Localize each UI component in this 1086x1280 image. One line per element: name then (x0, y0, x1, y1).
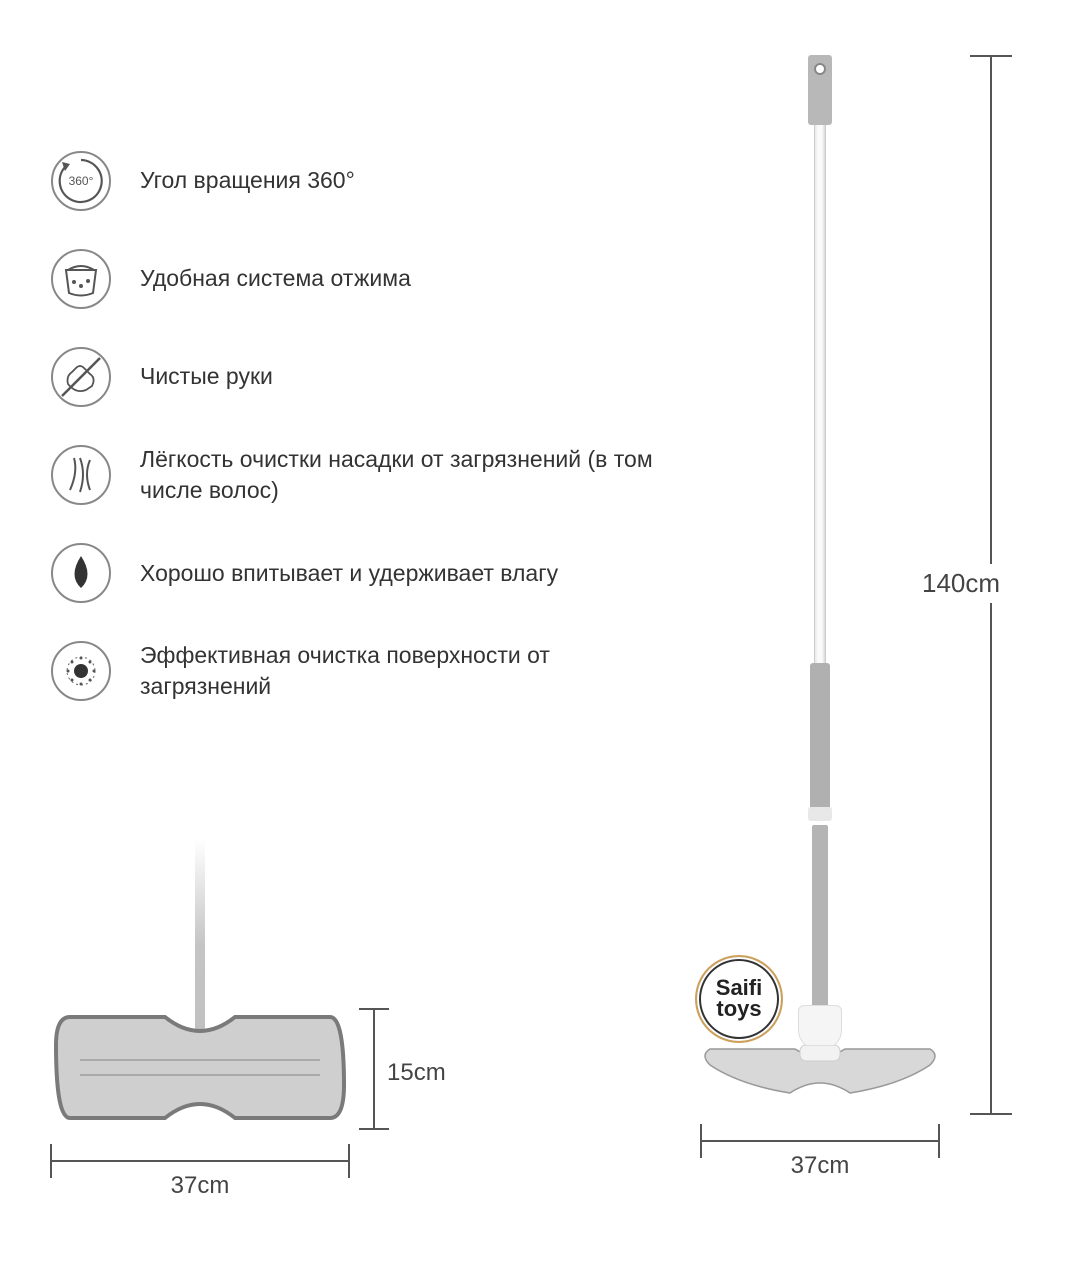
feature-text: Эффективная очистка поверхности от загря… (140, 640, 670, 702)
clean-hands-icon (50, 346, 112, 408)
feature-item: Лёгкость очистки насадки от загрязнений … (50, 444, 670, 506)
brand-line2: toys (716, 999, 761, 1020)
feature-item: Чистые руки (50, 346, 670, 408)
fiber-clean-icon (50, 444, 112, 506)
dimension-label: 37cm (700, 1152, 940, 1180)
dimension-label: 15cm (387, 1059, 446, 1087)
feature-item: Эффективная очистка поверхности от загря… (50, 640, 670, 702)
mop-handle-hole (814, 63, 826, 75)
mop-pole-lower (812, 825, 828, 1015)
dimension-pad-width: 37cm (50, 1150, 350, 1200)
infographic-root: 360° Угол вращения 360° Удобная система … (0, 0, 1086, 1280)
mop-pad-icon (50, 1005, 350, 1130)
water-drop-icon (50, 542, 112, 604)
surface-clean-icon (50, 640, 112, 702)
mop-pole-upper (814, 125, 826, 665)
brand-badge: Saifi toys (695, 955, 783, 1043)
dimension-line (700, 1140, 940, 1142)
feature-text: Угол вращения 360° (140, 165, 355, 196)
feature-text: Удобная система отжима (140, 263, 411, 294)
dimension-cap (359, 1128, 389, 1130)
svg-text:360°: 360° (69, 174, 94, 188)
feature-item: Хорошо впитывает и удерживает влагу (50, 542, 670, 604)
product-pad-detail: 15cm 37cm (50, 840, 450, 1210)
dimension-label: 37cm (50, 1172, 350, 1200)
rotate-360-icon: 360° (50, 150, 112, 212)
dimension-base-width: 37cm (700, 1130, 940, 1190)
dimension-line (50, 1160, 350, 1162)
mop-base-icon (700, 1045, 940, 1105)
mop-pole-joint (810, 663, 830, 813)
dimension-cap (970, 1113, 1012, 1115)
dimension-label: 140cm (920, 564, 1002, 603)
feature-item: 360° Угол вращения 360° (50, 150, 670, 212)
feature-text: Чистые руки (140, 361, 273, 392)
wring-bucket-icon (50, 248, 112, 310)
feature-text: Лёгкость очистки насадки от загрязнений … (140, 444, 670, 506)
mop-neck (798, 1005, 842, 1050)
dimension-height: 140cm (970, 55, 1050, 1115)
feature-text: Хорошо впитывает и удерживает влагу (140, 558, 558, 589)
dimension-pad-depth: 15cm (365, 1008, 455, 1130)
dimension-line (373, 1008, 375, 1130)
feature-list: 360° Угол вращения 360° Удобная система … (50, 150, 670, 738)
feature-item: Удобная система отжима (50, 248, 670, 310)
